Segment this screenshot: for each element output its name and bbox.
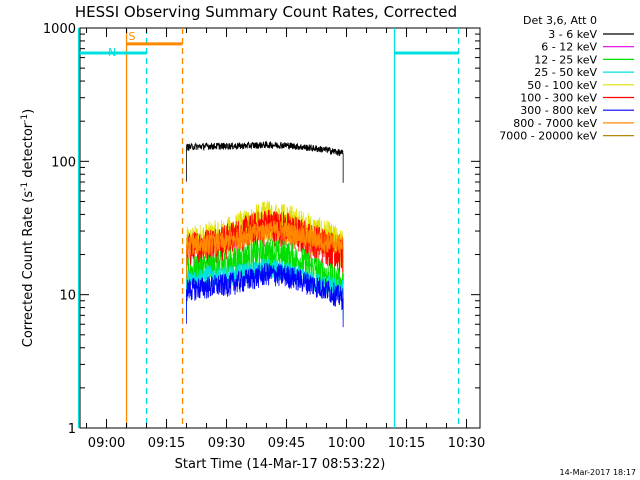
x-tick-label-4: 10:00 — [328, 436, 365, 451]
legend-label-0: 3 - 6 keV — [548, 28, 597, 41]
x-tick-label-6: 10:30 — [448, 436, 485, 451]
y-tick-label-2: 100 — [51, 155, 76, 170]
chart-title: HESSI Observing Summary Count Rates, Cor… — [75, 3, 457, 21]
series-3-6-keV — [186, 140, 344, 157]
y-axis-label: Corrected Count Rate (s-1 detector-1) — [20, 109, 36, 347]
x-tick-label-1: 09:15 — [148, 436, 185, 451]
legend-label-8: 7000 - 20000 keV — [499, 130, 597, 143]
x-tick-label-2: 09:30 — [208, 436, 245, 451]
legend-label-4: 50 - 100 keV — [527, 79, 597, 92]
legend-label-3: 25 - 50 keV — [534, 66, 597, 79]
flag-label-1: N — [108, 46, 116, 59]
series-800-7000-keV — [186, 220, 344, 256]
series-300-800-keV — [186, 263, 344, 311]
plot-frame — [79, 27, 481, 429]
y-axis-label-sup2: -1 — [20, 114, 30, 123]
y-tick-label-0: 1 — [68, 422, 76, 437]
timestamp: 14-Mar-2017 18:17 — [560, 468, 637, 477]
legend-label-5: 100 - 300 keV — [520, 92, 597, 105]
x-axis-label: Start Time (14-Mar-17 08:53:22) — [175, 457, 386, 472]
legend-label-6: 300 - 800 keV — [520, 104, 597, 117]
x-axis: 09:00 09:15 09:30 09:45 10:00 10:15 10:30 — [86, 28, 485, 451]
x-tick-label-3: 09:45 — [268, 436, 305, 451]
flag-label-0: S — [129, 30, 136, 43]
y-axis-label-sup1: -1 — [20, 182, 30, 191]
legend-label-1: 6 - 12 keV — [541, 41, 597, 54]
y-tick-label-3: 1000 — [43, 22, 76, 37]
legend-label-2: 12 - 25 keV — [534, 53, 597, 66]
legend-title: Det 3,6, Att 0 — [523, 14, 597, 27]
y-axis-label-part1: Corrected Count Rate (s — [21, 191, 36, 348]
x-tick-label-0: 09:00 — [88, 436, 125, 451]
y-axis-label-part3: ) — [21, 109, 36, 114]
y-axis: 1 10 100 1000 — [43, 22, 480, 437]
plot-area: SN — [77, 28, 460, 428]
y-axis-label-part2: detector — [21, 122, 36, 182]
legend-label-7: 800 - 7000 keV — [513, 117, 597, 130]
x-tick-label-5: 10:15 — [388, 436, 425, 451]
series-100-300-keV — [186, 209, 344, 274]
y-tick-label-1: 10 — [59, 289, 76, 304]
